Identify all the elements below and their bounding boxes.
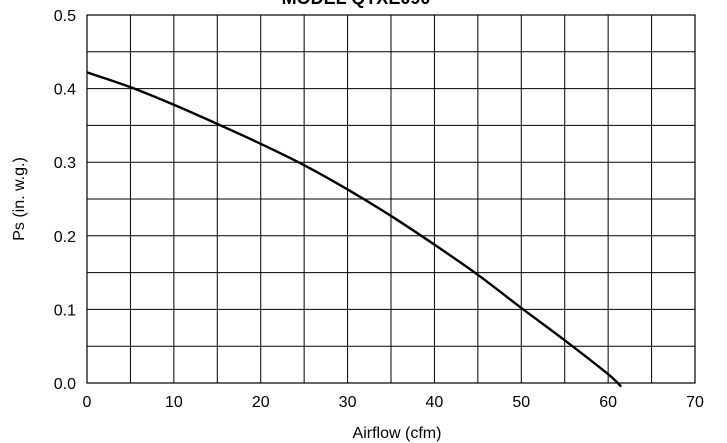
x-tick-label: 60 (599, 394, 617, 411)
y-tick-label: 0.5 (54, 8, 76, 25)
y-tick-label: 0.4 (54, 82, 76, 99)
y-tick-label: 0.1 (54, 302, 76, 319)
fan-curve-line (86, 71, 623, 388)
grid-lines (87, 15, 695, 383)
x-axis-label: Airflow (cfm) (353, 425, 442, 442)
x-tick-label: 0 (83, 394, 92, 411)
y-tick-label: 0.3 (54, 155, 76, 172)
y-tick-label: 0.0 (54, 376, 76, 393)
y-tick-labels: 0.0 0.1 0.2 0.3 0.4 0.5 (54, 8, 76, 393)
chart-title: MODEL QTXE090 (282, 0, 431, 8)
x-tick-label: 70 (686, 394, 704, 411)
x-tick-label: 20 (252, 394, 270, 411)
x-tick-label: 40 (426, 394, 444, 411)
x-tick-label: 50 (512, 394, 530, 411)
plot-frame (86, 14, 696, 384)
y-tick-label: 0.2 (54, 229, 76, 246)
y-axis-label: Ps (in. w.g.) (11, 157, 28, 241)
x-tick-label: 30 (339, 394, 357, 411)
x-tick-label: 10 (165, 394, 183, 411)
x-tick-labels: 0 10 20 30 40 50 60 70 (83, 394, 704, 411)
